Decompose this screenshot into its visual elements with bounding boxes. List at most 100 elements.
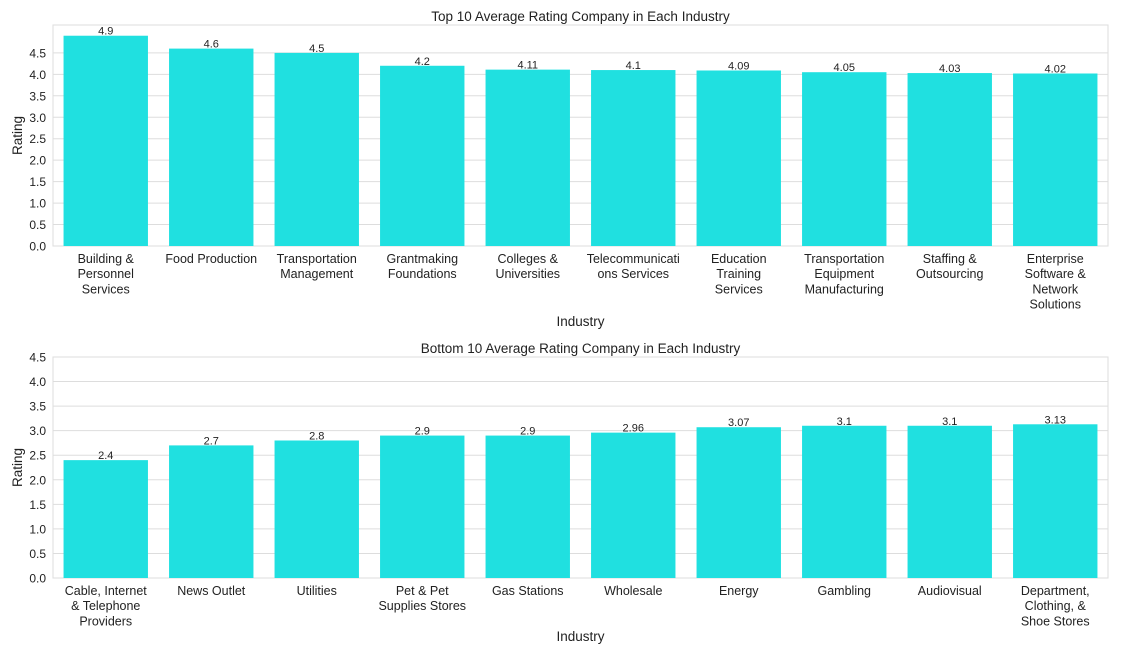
plot-frame [52, 24, 1109, 247]
x-tick-label-line: Universities [495, 267, 560, 281]
x-tick-label-line: Transportation [277, 252, 357, 266]
y-tick-label: 0.0 [29, 240, 46, 254]
data-label: 2.9 [520, 426, 535, 438]
x-tick-label-line: Audiovisual [918, 584, 982, 598]
x-tick-label-line: Gambling [818, 584, 872, 598]
y-tick-label: 3.5 [29, 400, 46, 414]
x-tick-label-line: ons Services [597, 267, 669, 281]
x-tick-label: Pet & Pet Supplies Stores [378, 584, 466, 613]
x-tick-label-line: Education [711, 252, 767, 266]
x-tick-label: Grantmaking Foundations [386, 252, 458, 281]
y-tick-label: 4.0 [29, 375, 46, 389]
x-tick-label: Building & Personnel Services [78, 252, 135, 296]
x-tick-label-line: Services [715, 282, 763, 296]
x-tick-label: Transportation Management [277, 252, 357, 281]
x-tick-label-line: & Telephone [71, 599, 140, 613]
x-tick-label: Energy [719, 584, 759, 598]
y-tick-label: 3.0 [29, 424, 46, 438]
x-tick-label-line: Energy [719, 584, 759, 598]
y-tick-label: 2.0 [29, 473, 46, 487]
x-tick-label-line: Grantmaking [386, 252, 458, 266]
y-tick-label: 1.5 [29, 498, 46, 512]
data-label: 2.4 [98, 450, 113, 462]
y-tick-label: 4.0 [29, 68, 46, 82]
x-tick-label-line: Enterprise [1027, 252, 1084, 266]
data-label: 4.2 [415, 56, 430, 68]
y-tick-label: 2.0 [29, 154, 46, 168]
x-tick-label-line: Providers [79, 614, 132, 628]
data-label: 2.96 [623, 423, 644, 435]
x-tick-label: Staffing & Outsourcing [916, 252, 983, 281]
y-tick-label: 0.5 [29, 547, 46, 561]
x-tick-label-line: Clothing, & [1025, 599, 1087, 613]
x-tick-label: News Outlet [177, 584, 246, 598]
x-tick-label-line: Equipment [814, 267, 874, 281]
x-tick-label: Telecommunicati ons Services [587, 252, 680, 281]
y-tick-label: 4.5 [29, 351, 46, 365]
bar [1013, 73, 1098, 246]
x-tick-label-line: Pet & Pet [396, 584, 449, 598]
y-axis-label: Rating [10, 448, 25, 487]
x-tick-label-line: Solutions [1030, 298, 1081, 312]
x-tick-label-line: Telecommunicati [587, 252, 680, 266]
data-label: 3.1 [837, 416, 852, 428]
x-tick-label: Colleges & Universities [495, 252, 560, 281]
bar [591, 70, 676, 246]
y-tick-label: 2.5 [29, 449, 46, 463]
x-tick-label: Utilities [297, 584, 337, 598]
bar [1013, 424, 1098, 578]
y-tick-label: 4.5 [29, 46, 46, 60]
y-axis-label: Rating [10, 116, 25, 155]
x-tick-label-line: News Outlet [177, 584, 246, 598]
y-tick-label: 3.0 [29, 111, 46, 125]
y-tick-label: 1.0 [29, 197, 46, 211]
x-tick-label-line: Software & [1025, 267, 1087, 281]
x-tick-label: Gambling [818, 584, 872, 598]
data-label: 4.09 [728, 60, 749, 72]
x-tick-label: Wholesale [604, 584, 662, 598]
y-tick-label: 0.5 [29, 218, 46, 232]
x-tick-label-line: Shoe Stores [1021, 614, 1090, 628]
data-label: 3.13 [1045, 414, 1066, 426]
x-tick-label-line: Department, [1021, 584, 1090, 598]
bar [274, 52, 359, 246]
x-tick-label-line: Supplies Stores [378, 599, 466, 613]
data-label: 2.8 [309, 430, 324, 442]
bar [907, 73, 992, 246]
x-axis-label: Industry [556, 629, 604, 644]
x-tick-label-line: Gas Stations [492, 584, 564, 598]
bar [380, 65, 465, 246]
bar [802, 425, 887, 578]
x-tick-label-line: Colleges & [498, 252, 559, 266]
bar [485, 69, 570, 247]
x-tick-label-line: Foundations [388, 267, 457, 281]
x-tick-label-line: Personnel [78, 267, 134, 281]
data-label: 4.05 [834, 62, 855, 74]
x-tick-label-line: Training [716, 267, 761, 281]
bar [696, 70, 781, 246]
data-label: 3.07 [728, 417, 749, 429]
x-tick-label-line: Building & [78, 252, 135, 266]
x-tick-label-line: Wholesale [604, 584, 662, 598]
bar [169, 48, 254, 246]
data-label: 4.1 [626, 60, 641, 72]
data-label: 4.03 [939, 63, 960, 75]
bar [380, 435, 465, 578]
x-tick-label: Gas Stations [492, 584, 564, 598]
x-tick-label: Food Production [165, 252, 257, 266]
x-tick-label: Enterprise Software & Network Solutions [1025, 252, 1087, 312]
data-label: 4.9 [98, 26, 113, 38]
bar [274, 440, 359, 578]
x-tick-label-line: Management [280, 267, 353, 281]
x-tick-label-line: Services [82, 282, 130, 296]
plot-frame [52, 356, 1109, 579]
x-tick-label: Education Training Services [711, 252, 767, 296]
data-label: 4.6 [204, 39, 219, 51]
bar [63, 35, 148, 247]
data-label: 2.9 [415, 426, 430, 438]
data-label: 2.7 [204, 435, 219, 447]
data-label: 3.1 [942, 416, 957, 428]
chart-title: Bottom 10 Average Rating Company in Each… [421, 341, 741, 356]
